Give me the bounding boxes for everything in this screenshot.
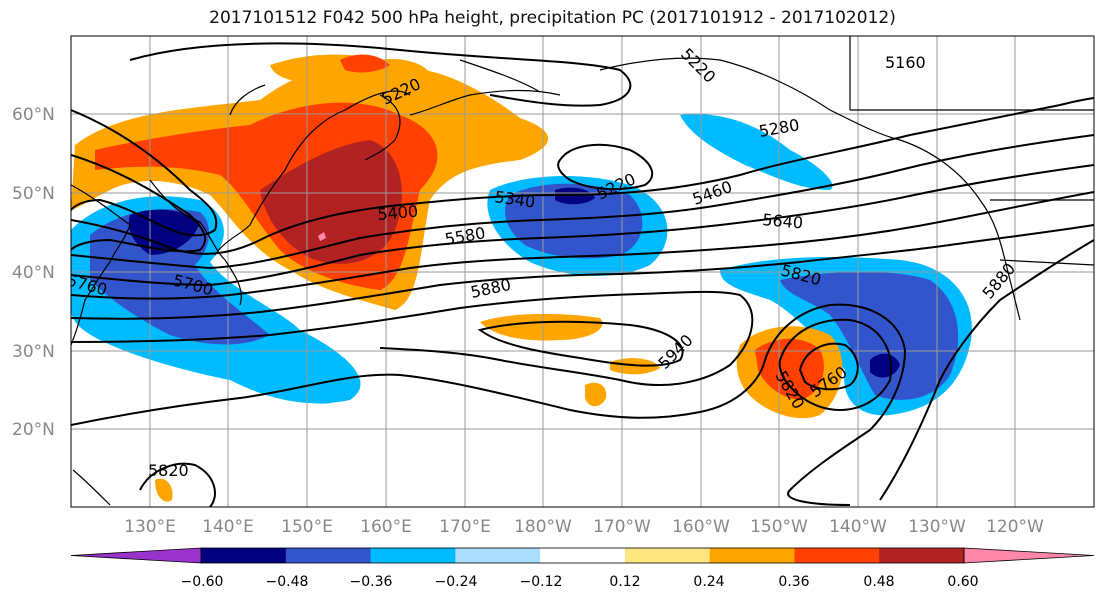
lon-label: 170°W [593,517,651,537]
lat-label: 20°N [12,420,55,440]
lon-label: 130°E [124,517,176,537]
lon-label: 130°W [908,517,966,537]
precip-negative-west-max [128,209,200,255]
map-frame [70,35,1095,508]
colorbar-segment [540,548,626,563]
colorbar: −0.60 −0.48 −0.36 −0.24 −0.12 0.12 0.24 … [70,547,1095,590]
map-plot-area: 5160 5220 5220 5280 5340 5220 5460 5400 … [71,36,1094,507]
colorbar-segment [709,548,795,563]
colorbar-tick-label: 0.48 [863,574,894,590]
precip-negative-central-max [555,187,595,205]
lon-label: 150°E [281,517,333,537]
lat-label: 40°N [12,263,55,283]
colorbar-segment [794,548,880,563]
colorbar-segment [201,548,287,563]
coastlines [71,36,1094,506]
colorbar-tick-label: −0.36 [350,574,393,590]
colorbar-segment [455,548,541,563]
contour-label: 5400 [377,202,419,224]
colorbar-tick-label: −0.48 [266,574,309,590]
colorbar-segments [70,547,1095,564]
lon-label: 160°E [360,517,412,537]
lon-label: 120°W [986,517,1044,537]
colorbar-tick-label: 0.60 [947,574,978,590]
latitude-labels: 60°N 50°N 40°N 30°N 20°N [12,105,55,440]
contour-label: 5160 [885,53,926,72]
precip-positive-north-core [340,54,390,73]
lon-label: 170°E [439,517,491,537]
precip-negative-west-core [90,209,270,345]
contour-label: 5820 [148,461,189,480]
lon-label: 180°W [514,517,572,537]
colorbar-tick-label: 0.12 [609,574,640,590]
precip-positive-blob [480,313,603,341]
precip-positive-north [270,54,432,91]
contour-label: 5640 [762,210,804,232]
lon-label: 150°W [750,517,808,537]
precip-negative-central-core [505,183,643,259]
lat-label: 30°N [12,342,55,362]
lon-label: 160°W [672,517,730,537]
colorbar-tick-label: −0.24 [435,574,478,590]
colorbar-frame [200,547,965,564]
colorbar-tick-label: −0.60 [181,574,224,590]
precip-negative-east-core [780,271,959,400]
lat-label: 50°N [12,184,55,204]
precip-positive-max [260,140,402,264]
lon-label: 140°W [829,517,887,537]
precip-positive-blob [585,382,607,407]
graticule [71,36,1094,507]
colorbar-ticks: −0.60 −0.48 −0.36 −0.24 −0.12 0.12 0.24 … [181,574,979,590]
longitude-labels: 130°E 140°E 150°E 160°E 170°E 180°W 170°… [124,517,1044,537]
colorbar-tick-label: 0.24 [693,574,724,590]
lat-label: 60°N [12,105,55,125]
precip-negative-alaska [680,114,833,190]
precip-negative-east-max [870,353,900,378]
colorbar-segment [624,548,711,563]
precip-positive-east-core [755,338,824,400]
colorbar-segment [285,548,372,563]
colorbar-tick-label: −0.12 [520,574,563,590]
map-title: 2017101512 F042 500 hPa height, precipit… [209,8,896,28]
colorbar-segment [370,548,456,563]
lon-label: 140°E [202,517,254,537]
precip-positive-blob [155,478,173,502]
height-contours [71,42,1094,507]
colorbar-extend-high [963,547,1095,564]
precip-positive-peak [318,232,326,241]
colorbar-tick-label: 0.36 [778,574,809,590]
colorbar-segment [879,548,965,563]
colorbar-extend-low [70,547,202,564]
